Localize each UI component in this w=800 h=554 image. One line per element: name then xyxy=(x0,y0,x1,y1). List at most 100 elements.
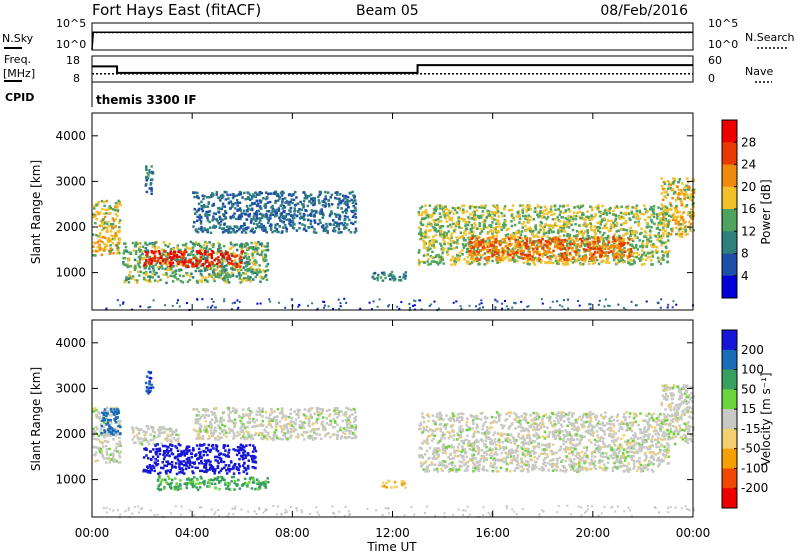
range-cell xyxy=(321,216,324,219)
range-cell xyxy=(247,246,251,250)
range-cell xyxy=(471,258,474,261)
range-cell xyxy=(524,217,527,221)
range-cell xyxy=(218,207,222,211)
range-cell xyxy=(578,254,581,258)
range-cell xyxy=(526,262,529,266)
range-cell xyxy=(353,196,356,200)
range-cell xyxy=(508,237,511,241)
range-cell xyxy=(437,229,440,233)
range-cell xyxy=(98,415,102,419)
range-cell xyxy=(478,253,481,257)
cpid-label: CPID xyxy=(5,91,34,104)
range-cell xyxy=(531,258,534,261)
range-cell xyxy=(464,239,467,242)
range-cell xyxy=(252,193,255,196)
range-cell xyxy=(150,262,153,265)
range-cell xyxy=(159,278,162,282)
range-cell xyxy=(657,206,660,209)
range-cell xyxy=(669,186,673,190)
range-cell xyxy=(156,265,160,269)
scatter-cell xyxy=(178,305,181,308)
range-cell xyxy=(557,253,561,256)
range-cell xyxy=(437,253,440,257)
range-cell xyxy=(635,212,638,216)
range-cell xyxy=(198,213,202,217)
range-cell xyxy=(148,242,152,245)
range-cell xyxy=(256,252,259,255)
range-cell xyxy=(165,454,168,457)
range-cell xyxy=(151,272,155,276)
range-cell xyxy=(533,263,537,266)
range-cell xyxy=(335,223,339,226)
range-cell xyxy=(269,192,273,195)
range-cell xyxy=(566,242,569,246)
ytick-label: 2000 xyxy=(55,220,86,234)
range-cell xyxy=(337,224,340,228)
range-cell xyxy=(114,433,117,437)
range-cell xyxy=(230,260,234,263)
range-cell xyxy=(327,199,331,202)
range-cell xyxy=(562,262,565,266)
range-cell xyxy=(318,212,322,215)
range-cell xyxy=(189,253,192,256)
range-cell xyxy=(522,214,525,218)
range-cell xyxy=(667,224,670,227)
range-cell xyxy=(474,223,477,227)
noise-line-nsearch xyxy=(91,32,693,51)
range-cell xyxy=(525,243,528,247)
range-cell xyxy=(145,168,148,172)
range-cell xyxy=(558,228,562,231)
range-cell xyxy=(205,256,209,260)
range-cell xyxy=(617,245,621,248)
range-cell xyxy=(253,271,256,275)
range-cell xyxy=(242,448,245,452)
range-cell xyxy=(500,241,503,244)
range-cell xyxy=(504,234,508,237)
range-cell xyxy=(144,242,147,246)
range-cell xyxy=(448,216,451,219)
range-cell xyxy=(184,467,188,470)
range-cell xyxy=(302,199,306,203)
range-cell xyxy=(613,223,617,227)
range-cell xyxy=(660,207,663,210)
range-cell xyxy=(657,236,660,239)
range-cell xyxy=(233,255,237,258)
range-cell xyxy=(421,236,425,239)
range-cell xyxy=(471,226,474,230)
range-cell xyxy=(200,269,203,273)
range-cell xyxy=(264,226,267,230)
range-cell xyxy=(179,248,182,252)
range-cell xyxy=(665,209,668,212)
range-cell xyxy=(145,264,148,268)
colorbar-segment xyxy=(722,253,737,277)
range-cell xyxy=(217,211,221,214)
range-cell xyxy=(251,203,254,206)
range-cell xyxy=(144,278,148,282)
range-cell xyxy=(517,235,520,239)
range-cell xyxy=(477,241,481,244)
range-cell xyxy=(232,214,235,218)
range-cell xyxy=(495,235,499,238)
range-cell xyxy=(101,208,104,211)
range-cell xyxy=(494,247,498,251)
range-cell xyxy=(157,267,161,271)
scatter-cell xyxy=(607,304,610,307)
range-cell xyxy=(108,252,112,255)
range-cell xyxy=(334,212,337,216)
range-cell xyxy=(117,221,121,224)
range-cell xyxy=(584,248,588,252)
range-cell xyxy=(464,224,467,228)
range-cell xyxy=(423,246,426,249)
range-cell xyxy=(174,258,177,262)
range-cell xyxy=(192,448,195,452)
range-cell xyxy=(110,414,113,417)
range-cell xyxy=(426,213,430,217)
range-cell xyxy=(262,224,266,228)
range-cell xyxy=(99,441,103,444)
range-cell xyxy=(313,214,316,217)
scatter-cell xyxy=(409,306,411,309)
range-cell xyxy=(187,445,191,448)
range-cell xyxy=(333,221,336,224)
range-cell xyxy=(512,231,516,235)
range-cell xyxy=(531,232,534,235)
